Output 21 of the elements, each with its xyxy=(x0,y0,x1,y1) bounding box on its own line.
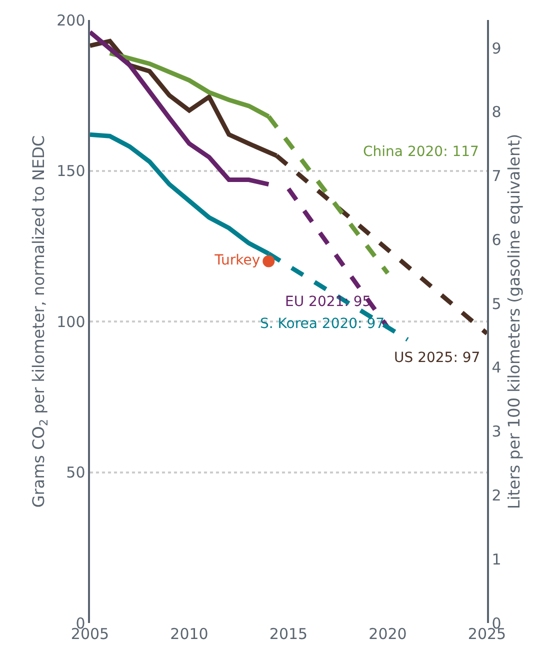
series-label: Turkey xyxy=(214,252,260,269)
x-tick-label: 2010 xyxy=(170,625,208,643)
annotation: China 2020: 117 xyxy=(363,144,479,160)
y2-tick-label: 2 xyxy=(492,486,502,504)
y2-tick-label: 6 xyxy=(492,230,502,249)
annotation: US 2025: 97 xyxy=(394,350,480,366)
y2-tick-label: 7 xyxy=(492,167,502,186)
y2-axis-title: Liters per 100 kilometers (gasoline equivalent) xyxy=(504,134,524,510)
y2-tick-label: 9 xyxy=(492,39,502,58)
annotation: S. Korea 2020: 97 xyxy=(260,316,385,332)
y-tick-label: 150 xyxy=(56,162,86,180)
y-tick-label: 100 xyxy=(56,312,86,331)
y-tick-label: 50 xyxy=(66,464,86,482)
x-tick-label: 2015 xyxy=(269,625,308,643)
y2-tick-label: 5 xyxy=(492,294,502,313)
y-tick-label: 200 xyxy=(56,11,86,30)
y2-tick-label: 1 xyxy=(492,550,502,568)
y2-tick-label: 3 xyxy=(492,422,502,441)
y2-tick-label: 4 xyxy=(492,358,502,377)
x-tick-label: 2020 xyxy=(368,625,407,643)
y2-tick-label: 8 xyxy=(492,103,502,122)
